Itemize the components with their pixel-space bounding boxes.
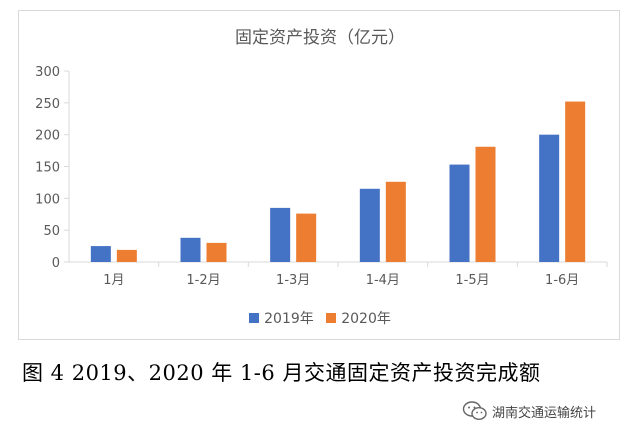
watermark: 湖南交通运输统计 bbox=[462, 400, 596, 422]
bar-2019-2 bbox=[270, 207, 291, 262]
x-tick-label: 1-6月 bbox=[545, 273, 579, 288]
x-tick-label: 1-5月 bbox=[455, 273, 489, 288]
y-tick-label: 300 bbox=[35, 65, 60, 80]
bar-2020-1 bbox=[206, 242, 227, 262]
legend-item-2019: 2019年 bbox=[249, 308, 314, 328]
wechat-icon bbox=[462, 401, 487, 421]
bar-2020-0 bbox=[116, 249, 137, 262]
chart-title: 固定资产投资（亿元） bbox=[235, 28, 405, 48]
y-tick-label: 100 bbox=[35, 192, 60, 207]
bar-2019-3 bbox=[359, 188, 380, 262]
bar-2020-3 bbox=[385, 181, 406, 262]
x-tick-label: 1-3月 bbox=[276, 273, 310, 288]
bar-2019-1 bbox=[180, 237, 201, 262]
bar-2020-4 bbox=[475, 146, 496, 262]
legend-swatch-2020 bbox=[326, 313, 337, 323]
x-tick-label: 1月 bbox=[103, 273, 124, 288]
figure-caption: 图 4 2019、2020 年 1-6 月交通固定资产投资完成额 bbox=[22, 361, 541, 385]
x-tick-label: 1-2月 bbox=[186, 273, 220, 288]
bar-2020-2 bbox=[296, 213, 317, 262]
bar-2020-5 bbox=[565, 101, 586, 262]
bar-2019-5 bbox=[539, 134, 560, 262]
bar-2019-0 bbox=[90, 246, 111, 262]
legend-swatch-2019 bbox=[249, 313, 260, 323]
legend-item-2020: 2020年 bbox=[326, 308, 391, 328]
y-tick-label: 50 bbox=[43, 224, 60, 239]
bar-2019-4 bbox=[449, 164, 470, 262]
y-tick-label: 250 bbox=[35, 97, 60, 112]
y-tick-label: 150 bbox=[35, 161, 60, 176]
legend-label-2019: 2019年 bbox=[264, 311, 314, 327]
bar-chart: 0 50 100 150 200 250 300 1月 1-2月 1-3月 1-4月 1-5月 1-6月 bbox=[35, 65, 608, 288]
watermark-text: 湖南交通运输统计 bbox=[492, 405, 597, 421]
y-tick-label: 200 bbox=[35, 129, 60, 144]
legend-label-2020: 2020年 bbox=[341, 311, 391, 327]
y-tick-label: 0 bbox=[52, 256, 60, 271]
chart-frame: 固定资产投资（亿元） 0 50 100 150 200 250 300 1月 1-2月 1-3月 1… bbox=[18, 10, 620, 340]
x-tick-label: 1-4月 bbox=[366, 273, 400, 288]
legend: 2019年 2020年 bbox=[19, 308, 621, 328]
